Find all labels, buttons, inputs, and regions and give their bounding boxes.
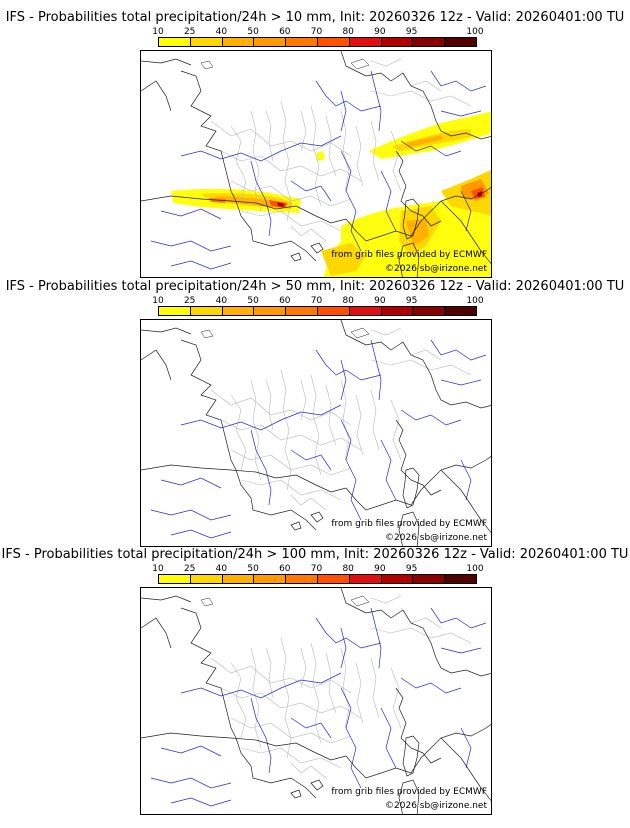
map-frame: from grib files provided by ECMWF ©2026 … [140,587,492,815]
colorscale-tick-label: 70 [310,564,323,574]
colorscale-tick-label: 80 [342,27,354,37]
colorscale-tick-label: 25 [183,296,196,306]
panel-title: IFS - Probabilities total precipitation/… [5,10,625,25]
colorscale-tick-label: 80 [342,564,354,574]
colorscale-tick-label: 10 [152,564,164,574]
colorscale-swatch [317,575,350,583]
panel-title: IFS - Probabilities total precipitation/… [1,547,629,562]
colorscale-tick-label: 25 [183,27,196,37]
colorscale-swatch [222,307,255,315]
colorscale-labels: 10 25 40 50 60 70 80 90 95 100 [152,296,498,306]
copyright-credit: ©2026 sb@irizone.net [385,801,487,811]
colorscale-tick-label: 95 [405,564,418,574]
colorscale-swatch [317,38,350,46]
colorscale-swatch [190,38,223,46]
colorscale-tick-label: 100 [466,296,484,306]
colorscale-tick-label: 90 [374,564,386,574]
colorscale-bar [158,37,477,47]
colorscale-labels: 10 25 40 50 60 70 80 90 95 100 [152,564,498,574]
colorscale-labels: 10 25 40 50 60 70 80 90 95 100 [152,27,498,37]
colorscale-swatch [286,307,318,315]
map-frame: from grib files provided by ECMWF ©2026 … [140,50,492,278]
colorscale-swatch [190,307,223,315]
colorscale-swatch [222,38,255,46]
colorscale-tick-label: 100 [466,564,484,574]
basemap-layer [141,320,491,546]
colorscale-tick-label: 70 [310,296,323,306]
colorscale-bar [158,306,477,316]
copyright-credit: ©2026 sb@irizone.net [385,264,487,274]
colorscale-tick-label: 40 [215,27,228,37]
colorscale-tick-label: 60 [279,296,291,306]
colorscale-swatch [381,575,414,583]
colorscale-swatch [254,307,287,315]
colorscale-swatch [445,38,476,46]
colorscale-tick-label: 10 [152,296,164,306]
colorscale-swatch [159,38,191,46]
colorscale-tick-label: 10 [152,27,164,37]
map-panel-100mm: IFS - Probabilities total precipitation/… [0,547,630,817]
copyright-credit: ©2026 sb@irizone.net [385,533,487,543]
colorscale-swatch [159,575,191,583]
colorscale-swatch [445,307,476,315]
colorscale-tick-label: 95 [405,27,418,37]
colorscale-swatch [413,38,446,46]
colorscale-tick-label: 100 [466,27,484,37]
colorscale-swatch [286,575,318,583]
map-panel-50mm: IFS - Probabilities total precipitation/… [0,279,630,549]
colorscale-tick-label: 70 [310,27,323,37]
basemap-layer [141,588,491,814]
colorscale-swatch [413,307,446,315]
colorscale-swatch [349,575,382,583]
colorscale-swatch [254,38,287,46]
colorscale-swatch [254,575,287,583]
colorscale-swatch [190,575,223,583]
source-credit: from grib files provided by ECMWF [331,787,487,797]
colorscale-swatch [381,38,414,46]
colorscale-swatch [381,307,414,315]
colorscale-tick-label: 50 [247,564,259,574]
map-panel-10mm: IFS - Probabilities total precipitation/… [0,10,630,280]
precip-map [141,51,491,277]
colorscale-tick-label: 25 [183,564,196,574]
colorscale-swatch [413,575,446,583]
colorscale-tick-label: 90 [374,296,386,306]
colorscale-tick-label: 40 [215,564,228,574]
colorscale-swatch [445,575,476,583]
colorscale-swatch [317,307,350,315]
colorscale-swatch [286,38,318,46]
source-credit: from grib files provided by ECMWF [331,519,487,529]
precip-map [141,320,491,546]
colorscale-swatch [349,38,382,46]
colorscale-swatch [349,307,382,315]
colorscale-tick-label: 50 [247,296,259,306]
colorscale-bar [158,574,477,584]
colorscale-tick-label: 60 [279,564,291,574]
colorscale-swatch [159,307,191,315]
colorscale-tick-label: 50 [247,27,259,37]
precip-map [141,588,491,814]
colorscale-tick-label: 90 [374,27,386,37]
colorscale-swatch [222,575,255,583]
colorscale-tick-label: 80 [342,296,354,306]
colorscale-tick-label: 60 [279,27,291,37]
source-credit: from grib files provided by ECMWF [331,250,487,260]
panel-title: IFS - Probabilities total precipitation/… [5,279,625,294]
map-frame: from grib files provided by ECMWF ©2026 … [140,319,492,547]
colorscale-tick-label: 95 [405,296,418,306]
colorscale-tick-label: 40 [215,296,228,306]
